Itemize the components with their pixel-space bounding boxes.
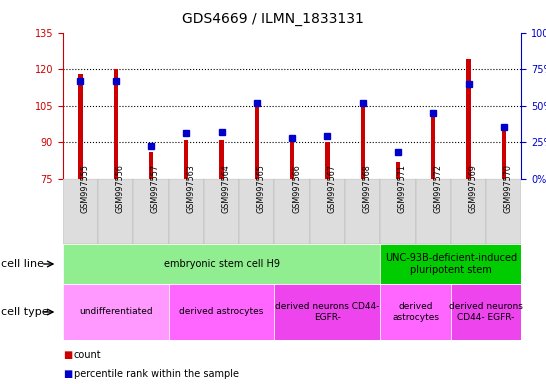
Bar [78, 74, 82, 179]
Bar [63, 284, 169, 340]
Bar [133, 179, 169, 244]
Bar [114, 69, 118, 179]
Text: embryonic stem cell H9: embryonic stem cell H9 [164, 259, 280, 269]
Bar [149, 152, 153, 179]
Bar [63, 179, 98, 244]
Bar [360, 103, 365, 179]
Text: count: count [74, 350, 102, 360]
Bar [98, 179, 133, 244]
Bar [275, 284, 381, 340]
Bar [396, 162, 400, 179]
Bar [325, 142, 329, 179]
Bar [451, 179, 486, 244]
Text: GSM997570: GSM997570 [504, 164, 513, 213]
Text: ■: ■ [63, 350, 72, 360]
Bar [275, 179, 310, 244]
Bar [416, 179, 451, 244]
Text: GSM997572: GSM997572 [433, 164, 442, 213]
Text: GSM997571: GSM997571 [398, 164, 407, 213]
Text: GSM997566: GSM997566 [292, 164, 301, 213]
Bar [239, 179, 275, 244]
Bar [204, 179, 239, 244]
Text: GSM997557: GSM997557 [151, 164, 160, 213]
Bar [502, 127, 506, 179]
Text: ■: ■ [63, 369, 72, 379]
Text: undifferentiated: undifferentiated [79, 308, 152, 316]
Bar [219, 140, 224, 179]
Bar [290, 142, 294, 179]
Text: GSM997563: GSM997563 [186, 164, 195, 213]
Bar [466, 60, 471, 179]
Bar [381, 284, 451, 340]
Text: GSM997564: GSM997564 [222, 164, 230, 213]
Text: derived
astrocytes: derived astrocytes [392, 302, 439, 322]
Text: GSM997569: GSM997569 [468, 164, 478, 213]
Bar [310, 179, 345, 244]
Bar [451, 284, 521, 340]
Text: derived astrocytes: derived astrocytes [180, 308, 264, 316]
Bar [255, 103, 259, 179]
Text: derived neurons CD44-
EGFR-: derived neurons CD44- EGFR- [275, 302, 379, 322]
Text: cell type: cell type [1, 307, 49, 317]
Text: GSM997555: GSM997555 [80, 164, 90, 213]
Text: percentile rank within the sample: percentile rank within the sample [74, 369, 239, 379]
Bar [184, 140, 188, 179]
Text: GSM997556: GSM997556 [116, 164, 124, 213]
Text: derived neurons
CD44- EGFR-: derived neurons CD44- EGFR- [449, 302, 523, 322]
Bar [63, 244, 381, 284]
Bar [169, 284, 275, 340]
Text: GSM997567: GSM997567 [328, 164, 336, 213]
Bar [345, 179, 381, 244]
Bar [381, 179, 416, 244]
Bar [486, 179, 521, 244]
Text: cell line: cell line [1, 259, 44, 269]
Bar [381, 244, 521, 284]
Bar [431, 111, 435, 179]
Bar [169, 179, 204, 244]
Text: UNC-93B-deficient-induced
pluripotent stem: UNC-93B-deficient-induced pluripotent st… [385, 253, 517, 275]
Text: GDS4669 / ILMN_1833131: GDS4669 / ILMN_1833131 [182, 12, 364, 25]
Text: GSM997568: GSM997568 [363, 164, 372, 213]
Text: GSM997565: GSM997565 [257, 164, 266, 213]
